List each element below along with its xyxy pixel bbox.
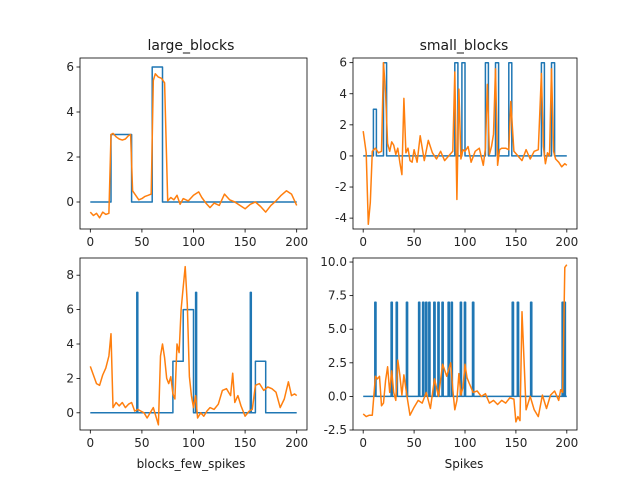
series-line-orange	[89, 73, 298, 219]
series-line-orange	[362, 264, 568, 423]
x-tick-label: 0	[359, 436, 367, 450]
y-tick-label: 0	[66, 406, 74, 420]
x-tick-label: 50	[134, 436, 149, 450]
y-tick-label: 2	[339, 118, 347, 132]
x-tick-label: 200	[285, 235, 308, 249]
x-tick-label: 100	[182, 436, 205, 450]
subplot-large-blocks: large_blocks 0 50 100 150 200 0 2 4 6	[66, 38, 308, 249]
y-tick-label: 5.0	[328, 322, 347, 336]
x-tick-label: 50	[406, 436, 421, 450]
plot-area	[89, 66, 298, 219]
x-tick-label: 150	[234, 235, 257, 249]
y-tick-label: -2.5	[324, 423, 347, 437]
x-tick-label: 150	[234, 436, 257, 450]
y-tick-label: 7.5	[328, 289, 347, 303]
series-line-blue	[363, 301, 567, 398]
y-tick-label: 4	[66, 337, 74, 351]
plot-area	[362, 61, 568, 226]
subplot-spikes: Spikes 0 50 100 150 200 -2.5 0.0 2.5 5.0 7.5 10.0	[320, 255, 578, 471]
series-line-blue	[90, 66, 297, 203]
x-axis-label: blocks_few_spikes	[137, 457, 246, 471]
subplot-title: small_blocks	[420, 38, 509, 54]
x-tick-label: 0	[86, 235, 94, 249]
x-tick-label: 200	[555, 436, 578, 450]
x-tick-label: 150	[504, 436, 527, 450]
y-tick-label: 4	[339, 87, 347, 101]
y-tick-label: 0	[66, 195, 74, 209]
subplot-small-blocks: small_blocks 0 50 100 150 200 -4 -2 0 2 4 6	[335, 38, 578, 249]
y-tick-label: 0	[339, 149, 347, 163]
x-tick-label: 100	[454, 235, 477, 249]
series-line-orange	[89, 265, 298, 426]
y-tick-label: 2.5	[328, 356, 347, 370]
x-tick-label: 0	[359, 235, 367, 249]
y-tick-label: -2	[335, 180, 347, 194]
x-tick-label: 0	[86, 436, 94, 450]
y-tick-label: 0.0	[328, 389, 347, 403]
y-tick-label: 6	[339, 56, 347, 70]
y-tick-label: -4	[335, 211, 347, 225]
y-tick-label: 6	[66, 60, 74, 74]
series-line-orange	[362, 61, 568, 226]
series-line-blue	[90, 291, 297, 414]
subplot-title: large_blocks	[148, 38, 235, 54]
y-tick-label: 4	[66, 105, 74, 119]
x-tick-label: 150	[504, 235, 527, 249]
x-tick-label: 200	[285, 436, 308, 450]
x-tick-label: 100	[182, 235, 205, 249]
y-tick-label: 2	[66, 371, 74, 385]
x-tick-label: 200	[555, 235, 578, 249]
x-tick-label: 50	[406, 235, 421, 249]
y-tick-label: 2	[66, 150, 74, 164]
subplot-blocks-few-spikes: blocks_few_spikes 0 50 100 150 200 0 2 4 6 8	[66, 257, 308, 471]
x-tick-label: 50	[134, 235, 149, 249]
x-axis-label: Spikes	[445, 457, 484, 471]
y-tick-label: 6	[66, 303, 74, 317]
plot-area	[89, 265, 298, 426]
plot-area	[362, 264, 568, 423]
y-tick-label: 10.0	[320, 255, 347, 269]
x-tick-label: 100	[454, 436, 477, 450]
y-tick-label: 8	[66, 268, 74, 282]
